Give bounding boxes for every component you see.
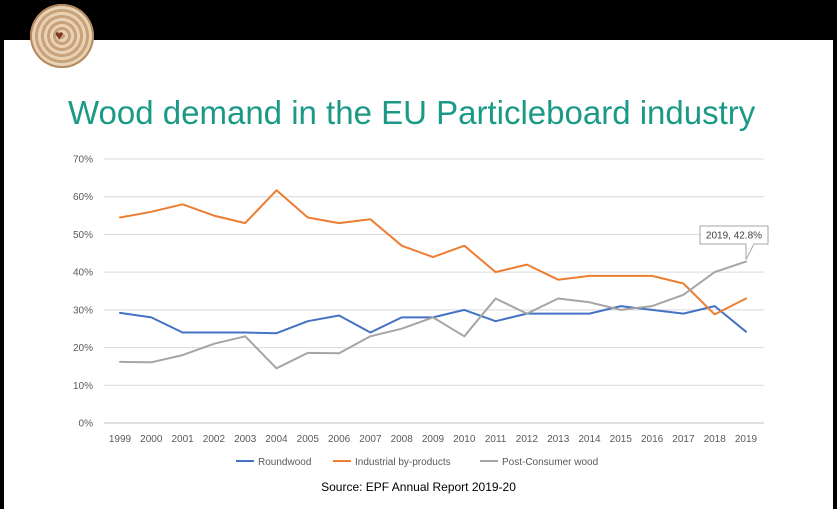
x-tick-label: 2017 <box>672 434 695 445</box>
x-tick-label: 2011 <box>485 434 507 445</box>
x-tick-label: 2007 <box>359 434 382 445</box>
x-tick-label: 2001 <box>171 434 194 445</box>
y-tick-label: 40% <box>73 268 93 279</box>
y-tick-label: 10% <box>73 381 93 392</box>
x-tick-label: 2000 <box>140 434 163 445</box>
legend-label: Post-Consumer wood <box>502 457 598 468</box>
annotation-callout <box>699 225 769 260</box>
x-tick-label: 2013 <box>547 434 570 445</box>
x-tick-label: 2018 <box>704 434 727 445</box>
x-tick-label: 2004 <box>265 434 288 445</box>
series-line-3 <box>119 260 747 370</box>
logo-wood-rings: ♥ <box>30 4 94 68</box>
x-tick-label: 2015 <box>610 434 633 445</box>
x-tick-label: 2005 <box>297 434 320 445</box>
y-tick-label: 30% <box>73 305 93 316</box>
slide <box>4 40 833 509</box>
x-tick-label: 2012 <box>516 434 539 445</box>
x-tick-label: 2002 <box>203 434 226 445</box>
x-tick-label: 2014 <box>578 434 601 445</box>
x-tick-label: 2008 <box>391 434 414 445</box>
x-tick-label: 2019 <box>735 434 758 445</box>
x-tick-label: 2006 <box>328 434 351 445</box>
legend-label: Roundwood <box>258 457 311 468</box>
x-tick-label: 1999 <box>109 434 132 445</box>
heart-icon: ♥ <box>55 27 64 43</box>
source-note: Source: EPF Annual Report 2019-20 <box>321 480 516 494</box>
x-tick-label: 2010 <box>453 434 476 445</box>
slide-title: Wood demand in the EU Particleboard indu… <box>68 94 756 131</box>
x-tick-label: 2016 <box>641 434 664 445</box>
series-line-2 <box>119 189 747 316</box>
annotation-label: 2019, 42.8% <box>706 231 762 242</box>
y-tick-label: 0% <box>79 419 94 430</box>
x-tick-label: 2003 <box>234 434 257 445</box>
y-tick-label: 20% <box>73 343 93 354</box>
legend-label: Industrial by-products <box>355 457 451 468</box>
x-tick-label: 2009 <box>422 434 445 445</box>
y-tick-label: 70% <box>73 155 93 166</box>
y-tick-label: 50% <box>73 230 93 241</box>
y-tick-label: 60% <box>73 192 93 203</box>
